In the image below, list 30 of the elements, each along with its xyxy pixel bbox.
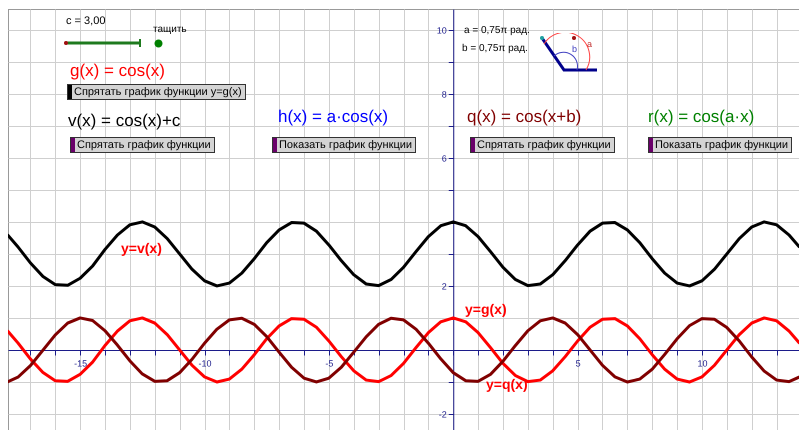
annotation: v(x) = cos(x)+c	[68, 111, 180, 130]
annotation: a = 0,75π рад.	[464, 25, 530, 36]
button: Показать график функции	[272, 137, 416, 153]
button: Спрятать график функции	[70, 137, 215, 153]
button: Спрятать график функции	[470, 137, 615, 153]
annotation: c = 3,00	[66, 15, 106, 27]
x-tick-label: -15	[74, 358, 88, 368]
annotation: r(x) = cos(a·x)	[648, 107, 754, 126]
annotation: b	[572, 44, 578, 54]
y-tick-label: 8	[442, 89, 447, 100]
y-tick-label: 10	[436, 25, 447, 36]
button: Показать график функции	[648, 137, 792, 153]
line-series	[8, 220, 799, 288]
annotation: тащить	[153, 24, 187, 35]
y-tick-label: 6	[442, 153, 447, 164]
series-label: y=g(x)	[465, 301, 507, 317]
x-tick-label: -10	[198, 358, 212, 368]
series-label: y=v(x)	[121, 240, 162, 256]
button: Спрятать график функции y=g(x)	[67, 84, 246, 100]
annotation: q(x) = cos(x+b)	[467, 107, 582, 126]
y-tick-label: 2	[442, 281, 447, 292]
annotation: h(x) = a·cos(x)	[278, 107, 388, 126]
x-tick-label: -5	[325, 358, 334, 368]
y-tick-label: -2	[438, 409, 447, 420]
annotation: b = 0,75π рад.	[462, 43, 528, 54]
annotation: g(x) = cos(x)	[70, 61, 165, 80]
annotation: a	[587, 39, 592, 49]
series-label: y=q(x)	[486, 376, 528, 392]
x-tick-label: 5	[576, 358, 581, 368]
x-tick-label: 10	[697, 358, 708, 368]
